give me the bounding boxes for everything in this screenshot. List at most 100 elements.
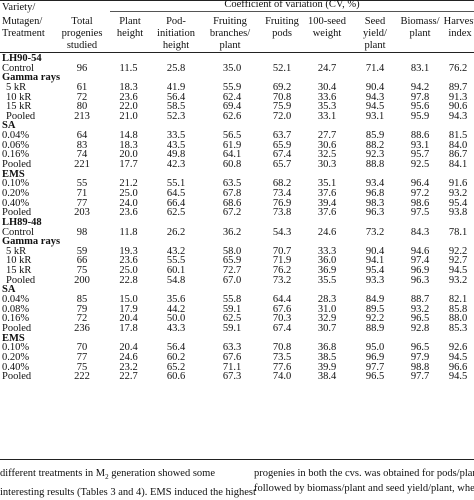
table-cell: 43.5: [166, 139, 186, 151]
table-cell: 21.2: [119, 178, 138, 190]
table-cell: 63.5: [222, 178, 242, 190]
table-cell: 94.2: [410, 81, 430, 93]
table-row: Pooled 200 22.8 54.8 67.0 73.2 35.5 93.3 96.3 93.…: [0, 274, 474, 286]
header-plant-height-1: Plant: [119, 16, 141, 27]
table-cell: 73.2: [365, 226, 385, 238]
table-cell: 73.5: [272, 351, 292, 363]
table-cell: 67.6: [222, 351, 242, 363]
table-cell: 22.8: [119, 274, 138, 286]
table-cell: 72.0: [272, 110, 292, 122]
table-cell: 96.3: [365, 207, 385, 219]
header-variety: Variety/: [2, 2, 36, 13]
row-label: 5 kR: [6, 245, 27, 257]
table-cell: 52.1: [272, 62, 292, 74]
table-cell: 90.4: [365, 81, 385, 93]
table-cell: 33.5: [166, 130, 186, 142]
table-cell: 64.5: [166, 187, 186, 199]
row-label: 0.10%: [2, 178, 30, 190]
table-cell: 69.2: [272, 81, 292, 93]
body-right-line-2: followed by biomass/plant and seed yield…: [254, 483, 474, 494]
table-row: Gamma rays: [0, 73, 474, 83]
table-cell: 20.0: [119, 149, 138, 161]
table-cell: 85.9: [365, 130, 385, 142]
table-cell: 62.6: [222, 110, 242, 122]
table-cell: 70.3: [272, 313, 292, 325]
table-row: 0.20% 71 25.0 64.5 67.8 73.4 37.6 96.8 97.2 93.2: [0, 187, 474, 199]
table-cell: 60.6: [166, 371, 186, 383]
row-label: 5 kR: [6, 81, 27, 93]
table-row: EMS: [0, 169, 474, 180]
table-row: 15 kR 80 22.0 58.5 69.4 75.9 35.3 94.5 95.6 90.6: [0, 102, 474, 112]
table-cell: 82.1: [448, 294, 468, 306]
row-label: 15 kR: [6, 101, 32, 113]
table-cell: 54.8: [166, 274, 186, 286]
row-label: 0.40%: [2, 361, 30, 373]
table-cell: 30.4: [317, 81, 337, 93]
table-cell: 222: [74, 371, 90, 383]
table-cell: 93.2: [448, 274, 468, 286]
table-cell: 74: [76, 149, 88, 161]
table-cell: 37.6: [317, 207, 337, 219]
table-cell: 76.2: [448, 62, 468, 74]
table-bottom-rule: [0, 459, 474, 460]
table-cell: 88.8: [365, 159, 385, 171]
table-cell: 96.5: [365, 371, 385, 383]
table-cell: 92.5: [410, 159, 430, 171]
table-cell: 24.7: [317, 62, 337, 74]
table-cell: 25.0: [119, 187, 138, 199]
table-cell: 94.3: [365, 91, 385, 103]
header-biomass-1: Biomass/: [400, 16, 440, 27]
table-cell: 96.5: [410, 342, 430, 354]
table-cell: 49.8: [166, 149, 186, 161]
table-row: 0.16% 74 20.0 49.8 64.1 67.4 32.5 92.3 95.7 86.7: [0, 150, 474, 160]
table-cell: 11.8: [119, 226, 138, 238]
table-cell: 56.5: [222, 130, 242, 142]
table-cell: 21.0: [119, 110, 138, 122]
table-cell: 89.7: [448, 81, 468, 93]
header-harvest-2: index: [448, 28, 472, 39]
header-pod-init-1: Pod-: [166, 16, 186, 27]
table-cell: 71: [76, 187, 88, 199]
table-cell: 25.0: [119, 265, 138, 277]
table-row: 10 kR 66 23.6 55.5 65.9 71.9 36.0 94.1 97.4 92.7: [0, 256, 474, 266]
table-cell: 30.7: [317, 322, 337, 334]
row-label: 0.08%: [2, 303, 30, 315]
table-cell: 18.3: [119, 139, 138, 151]
table-cell: 94.3: [448, 110, 468, 122]
table-cell: 36.9: [317, 265, 337, 277]
row-label: 0.20%: [2, 351, 30, 363]
table-row: SA: [0, 121, 474, 131]
table-cell: 24.0: [119, 197, 138, 209]
table-cell: 59.1: [222, 303, 242, 315]
table-cell: 66: [76, 255, 88, 267]
table-cell: 96.5: [410, 313, 430, 325]
row-label: 0.40%: [2, 197, 30, 209]
table-row: 0.04% 85 15.0 35.6 55.8 64.4 28.3 84.9 88.7 82.1: [0, 294, 474, 306]
table-cell: 94.6: [410, 245, 430, 257]
table-cell: 81.5: [448, 130, 468, 142]
table-row: LH90-54: [0, 53, 474, 64]
row-label: 0.20%: [2, 187, 30, 199]
row-label: 0.04%: [2, 294, 30, 306]
table-cell: 88.2: [365, 139, 385, 151]
table-cell: 68.6: [222, 197, 242, 209]
table-cell: 70: [76, 342, 88, 354]
table-cell: 96.3: [410, 274, 430, 286]
table-cell: 89.5: [365, 303, 385, 315]
table-cell: 56.4: [166, 91, 186, 103]
table-cell: 84.3: [410, 226, 430, 238]
table-cell: 93.2: [410, 303, 430, 315]
table-row: LH89-48: [0, 217, 474, 228]
row-label: LH90-54: [2, 53, 42, 64]
table-cell: 55.1: [166, 178, 186, 190]
table-cell: 88.9: [365, 322, 385, 334]
table-cell: 96.6: [448, 361, 468, 373]
table-cell: 55.9: [222, 81, 242, 93]
table-cell: 93.1: [410, 139, 430, 151]
header-seed-yield-1: Seed: [364, 16, 386, 27]
table-cell: 70.8: [272, 91, 292, 103]
table-cell: 97.8: [410, 91, 430, 103]
table-cell: 97.5: [410, 207, 430, 219]
row-label: 0.10%: [2, 342, 30, 354]
table-cell: 92.3: [365, 149, 385, 161]
